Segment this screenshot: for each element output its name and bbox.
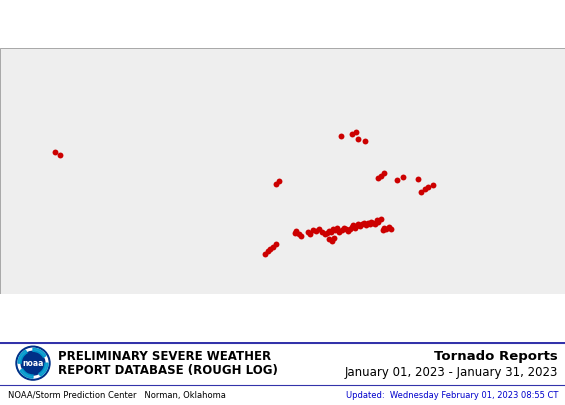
Point [266, 246, 275, 252]
Point [362, 222, 371, 228]
Text: PRELIMINARY SEVERE WEATHER: PRELIMINARY SEVERE WEATHER [58, 350, 271, 362]
Point [365, 221, 374, 228]
Point [333, 225, 342, 231]
Point [320, 230, 329, 237]
Wedge shape [20, 369, 33, 378]
Point [351, 223, 360, 230]
Text: Updated:  Wednesday February 01, 2023 08:55 CT: Updated: Wednesday February 01, 2023 08:… [346, 390, 558, 400]
Point [50, 149, 59, 156]
Point [382, 226, 391, 232]
Point [356, 223, 365, 230]
Point [335, 228, 344, 235]
Point [363, 220, 372, 227]
Point [339, 225, 348, 231]
Text: Tornado Reports: Tornado Reports [434, 350, 558, 362]
Point [271, 180, 280, 187]
Point [264, 248, 273, 254]
Point [399, 174, 408, 180]
Point [350, 225, 359, 231]
Point [272, 241, 281, 247]
Point [378, 227, 387, 233]
Point [269, 243, 278, 250]
Point [372, 217, 381, 223]
Point [327, 238, 336, 244]
Point [384, 224, 393, 230]
Point [341, 226, 350, 232]
Point [353, 136, 362, 143]
Point [413, 176, 422, 182]
Circle shape [18, 348, 48, 378]
Point [344, 228, 353, 234]
Point [359, 219, 368, 226]
Point [380, 225, 389, 231]
Point [325, 236, 334, 243]
Wedge shape [18, 350, 27, 363]
Point [424, 184, 433, 191]
Point [361, 138, 370, 144]
Point [368, 219, 377, 226]
Wedge shape [33, 348, 46, 357]
Point [328, 226, 337, 232]
Point [420, 186, 429, 192]
Point [261, 251, 270, 258]
Point [303, 228, 312, 235]
Point [428, 182, 437, 189]
Wedge shape [39, 363, 48, 376]
Point [329, 235, 338, 241]
Point [336, 133, 345, 140]
Point [297, 233, 306, 239]
Point [274, 178, 283, 184]
Text: January 01, 2023 - January 31, 2023: January 01, 2023 - January 31, 2023 [345, 366, 558, 379]
Point [290, 230, 299, 237]
Point [417, 189, 426, 195]
Point [315, 226, 324, 232]
Point [347, 130, 356, 137]
Point [374, 175, 383, 181]
Point [347, 224, 356, 230]
Point [393, 177, 402, 183]
Point [326, 229, 335, 235]
Point [374, 218, 383, 225]
Point [337, 227, 346, 233]
Circle shape [16, 346, 50, 380]
Point [323, 230, 332, 236]
Point [358, 221, 367, 228]
Point [345, 226, 354, 232]
Point [370, 221, 379, 228]
Circle shape [21, 351, 45, 375]
Point [318, 228, 327, 235]
Point [324, 228, 333, 234]
Point [386, 226, 396, 232]
Point [292, 228, 301, 234]
Point [331, 227, 340, 233]
Point [306, 230, 315, 237]
Point [55, 151, 64, 158]
Point [351, 128, 360, 135]
Point [311, 228, 320, 234]
Point [354, 221, 363, 228]
Point [308, 227, 318, 233]
Point [367, 218, 376, 225]
Point [380, 170, 389, 177]
Text: NOAA/Storm Prediction Center   Norman, Oklahoma: NOAA/Storm Prediction Center Norman, Okl… [8, 390, 226, 400]
Point [376, 215, 385, 222]
Point [294, 230, 303, 237]
Point [349, 222, 358, 228]
Point [377, 173, 386, 179]
Text: REPORT DATABASE (ROUGH LOG): REPORT DATABASE (ROUGH LOG) [58, 364, 278, 377]
Text: noaa: noaa [22, 359, 44, 368]
